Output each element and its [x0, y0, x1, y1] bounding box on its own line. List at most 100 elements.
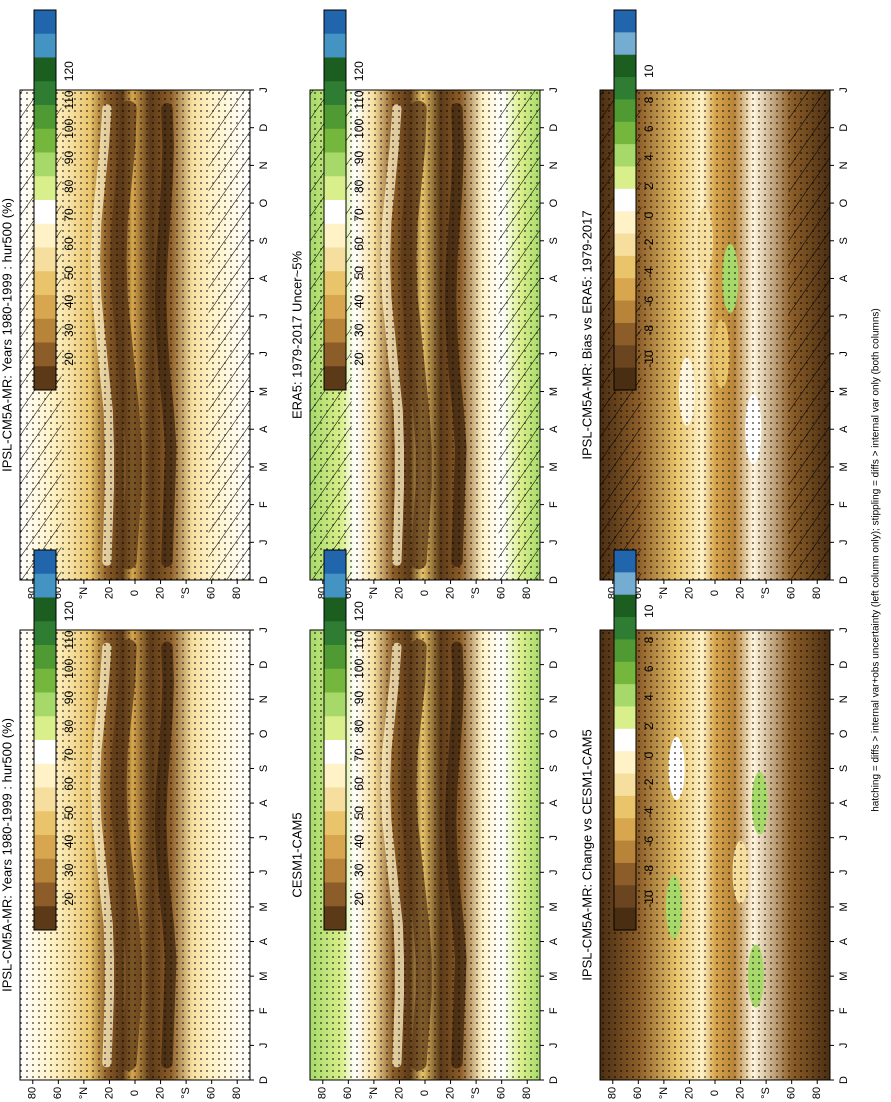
colorbar-swatch [34, 366, 56, 391]
latitude-tick-label: 20 [103, 1087, 115, 1099]
colorbar-swatch [324, 645, 346, 670]
colorbar-swatch [34, 716, 56, 741]
colorbar-swatch [614, 54, 636, 78]
colorbar-label: 90 [62, 691, 76, 705]
colorbar-swatch [614, 255, 636, 279]
colorbar-label: 80 [352, 719, 366, 733]
colorbar-label: 60 [62, 777, 76, 791]
month-tick-label: M [258, 902, 270, 911]
month-tick-label: J [548, 870, 560, 876]
latitude-tick-label: 60 [632, 1087, 644, 1099]
colorbar-swatch [324, 81, 346, 106]
latitude-tick-label: 60 [786, 587, 798, 599]
colorbar-swatch [34, 597, 56, 622]
colorbar-label: 80 [62, 179, 76, 193]
month-tick-label: J [258, 1043, 270, 1049]
latitude-tick-label: 60 [496, 1087, 508, 1099]
colorbar-label: 70 [62, 208, 76, 222]
colorbar-swatch [34, 295, 56, 320]
colorbar-swatch [614, 840, 636, 864]
colorbar-label: 20 [62, 352, 76, 366]
colorbar-swatch [324, 763, 346, 788]
month-tick-label: J [548, 835, 560, 841]
month-tick-label: A [548, 937, 560, 945]
colorbar-label: 70 [62, 748, 76, 762]
colorbar-swatch [34, 645, 56, 670]
month-tick-label: D [548, 1076, 560, 1084]
latitude-tick-label: °S [180, 1087, 192, 1099]
colorbar-swatch [34, 176, 56, 201]
colorbar-label: 120 [352, 61, 366, 81]
colorbar-swatch [614, 594, 636, 618]
colorbar-swatch [614, 773, 636, 797]
month-tick-label: N [258, 161, 270, 169]
colorbar-label: 30 [352, 323, 366, 337]
colorbar-swatch [614, 278, 636, 302]
panel-title: IPSL-CM5A-MR: Change vs CESM1-CAM5 [579, 729, 594, 980]
month-tick-label: N [548, 695, 560, 703]
colorbar-swatch [614, 211, 636, 235]
latitude-tick-label: °N [78, 1087, 90, 1099]
month-tick-label: S [548, 765, 560, 772]
month-tick-label: A [258, 799, 270, 807]
colorbar-label: 110 [62, 630, 76, 649]
colorbar-swatch [614, 367, 636, 391]
colorbar-label: 4 [642, 694, 656, 701]
colorbar-swatch [614, 188, 636, 212]
month-tick-label: D [548, 124, 560, 132]
colorbar-label: 20 [62, 892, 76, 906]
colorbar-swatch [324, 668, 346, 693]
latitude-tick-label: 80 [317, 1087, 329, 1099]
colorbar-label: 50 [352, 266, 366, 280]
month-tick-label: M [838, 902, 850, 911]
colorbar-label: 60 [62, 237, 76, 251]
colorbar-label: 100 [352, 658, 366, 678]
month-tick-label: F [258, 501, 270, 508]
colorbar-frame [323, 549, 347, 931]
colorbar-label: 40 [352, 834, 366, 848]
latitude-tick-label: 80 [231, 1087, 243, 1099]
colorbar-label: -4 [642, 267, 656, 278]
stippling [310, 630, 540, 1080]
month-tick-label: M [838, 462, 850, 471]
figure-footnote: hatching = diffs > internal var+obs unce… [871, 308, 882, 812]
month-tick-label: S [258, 237, 270, 244]
colorbar-swatch [34, 33, 56, 58]
colorbar-swatch [324, 57, 346, 82]
colorbar-swatch [614, 322, 636, 346]
colorbar-label: 90 [62, 151, 76, 165]
colorbar-swatch [34, 318, 56, 343]
month-tick-label: D [548, 661, 560, 669]
colorbar-label: 80 [62, 719, 76, 733]
latitude-tick-label: °N [658, 587, 670, 599]
month-tick-label: O [548, 729, 560, 738]
colorbar-swatch [614, 885, 636, 909]
colorbar-label: 90 [352, 151, 366, 165]
colorbar-swatch [324, 787, 346, 812]
month-tick-label: M [838, 972, 850, 981]
colorbar-swatch [614, 751, 636, 775]
latitude-tick-label: °N [78, 587, 90, 599]
colorbar-label: -4 [642, 807, 656, 818]
month-tick-label: O [258, 729, 270, 738]
latitude-tick-label: °S [180, 587, 192, 599]
colorbar-swatch [324, 152, 346, 177]
latitude-tick-label: 0 [419, 590, 431, 596]
colorbar-label: 70 [352, 748, 366, 762]
colorbar-swatch [34, 57, 56, 82]
colorbar-swatch [324, 858, 346, 883]
colorbar-label: -10 [642, 350, 656, 368]
colorbar-swatch [614, 233, 636, 257]
month-tick-label: N [838, 695, 850, 703]
colorbar-swatch [324, 271, 346, 296]
colorbar-label: 120 [352, 601, 366, 621]
month-tick-label: D [838, 576, 850, 584]
latitude-tick-label: 20 [444, 587, 456, 599]
colorbar-label: 30 [62, 323, 76, 337]
colorbar-label: 0 [642, 211, 656, 218]
latitude-tick-label: 80 [607, 1087, 619, 1099]
colorbar-label: 8 [642, 636, 656, 643]
colorbar-swatch [324, 176, 346, 201]
colorbar-label: 50 [352, 806, 366, 820]
